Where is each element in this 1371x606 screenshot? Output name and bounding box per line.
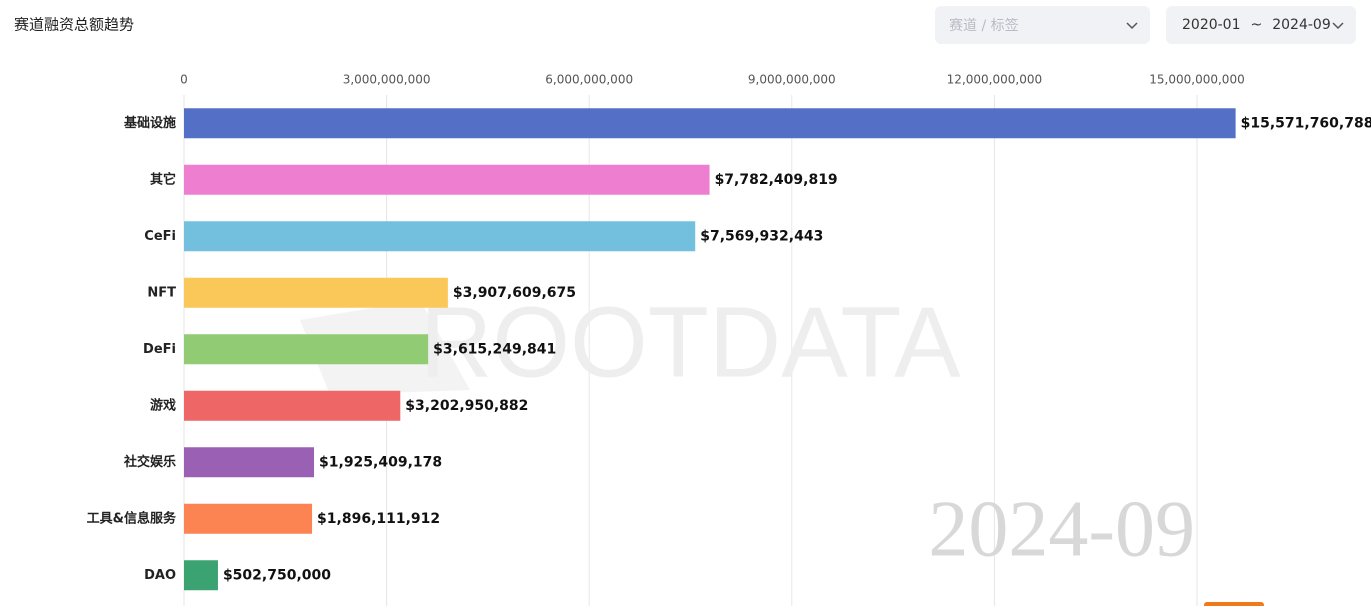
period-label: 2024-09 (928, 485, 1195, 573)
bar (184, 221, 696, 252)
value-label: $3,615,249,841 (433, 341, 556, 357)
bar (184, 447, 315, 478)
chart-title: 赛道融资总额趋势 (14, 16, 134, 34)
category-label: 社交娱乐 (123, 454, 176, 470)
value-label: $7,782,409,819 (715, 172, 838, 188)
x-tick-label: 3,000,000,000 (343, 73, 431, 87)
bar (184, 334, 429, 365)
category-label: DeFi (143, 342, 176, 357)
chevron (1126, 22, 1138, 30)
chevron (1332, 22, 1344, 30)
bar (184, 390, 401, 421)
bar (184, 560, 218, 591)
value-label: $1,925,409,178 (319, 454, 442, 470)
value-label: $3,202,950,882 (405, 398, 528, 414)
x-tick-label: 6,000,000,000 (545, 73, 633, 87)
filter-placeholder: 赛道 / 标签 (949, 18, 1019, 34)
category-label: 基础设施 (123, 115, 176, 131)
date-separator: ~ (1250, 17, 1263, 33)
filter-select[interactable]: 赛道 / 标签 (935, 6, 1150, 44)
date-end: 2024-09 (1272, 17, 1331, 33)
bar (184, 108, 1236, 139)
x-tick-label: 9,000,000,000 (748, 73, 836, 87)
corner-button (1204, 602, 1264, 606)
value-label: $3,907,609,675 (453, 285, 576, 301)
date-range[interactable]: 2020-01 ~ 2024-09 (1166, 6, 1356, 44)
value-label: $7,569,932,443 (700, 228, 823, 244)
bar (184, 277, 448, 308)
x-tick-label: 15,000,000,000 (1149, 73, 1244, 87)
bar (184, 503, 313, 534)
date-start: 2020-01 (1182, 17, 1241, 33)
value-label: $1,896,111,912 (317, 511, 440, 527)
category-label: NFT (147, 285, 176, 300)
x-tick-label: 0 (180, 73, 188, 87)
x-tick-label: 12,000,000,000 (947, 73, 1042, 87)
category-label: CeFi (144, 229, 176, 244)
bar (184, 164, 710, 195)
value-label: $502,750,000 (223, 567, 331, 583)
watermark: ROOTDATA (420, 286, 961, 398)
category-label: 其它 (150, 171, 176, 187)
category-label: 工具&信息服务 (87, 510, 177, 526)
value-label: $15,571,760,788 (1241, 115, 1371, 131)
category-label: 游戏 (150, 397, 176, 413)
watermark-logo (300, 300, 470, 395)
category-label: DAO (144, 568, 176, 583)
